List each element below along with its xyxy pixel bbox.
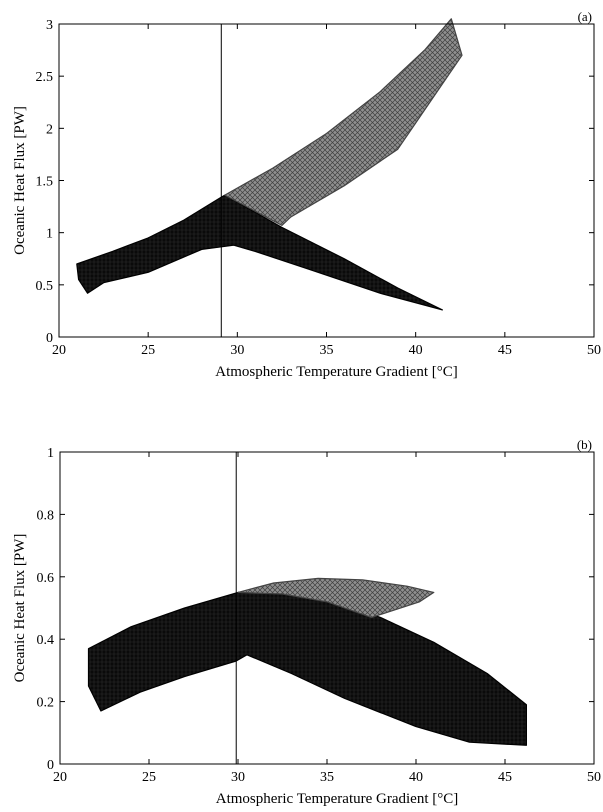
panel-b-x-tick-label: 25 [142, 770, 156, 785]
panel-b-y-tick-label: 0.8 [37, 508, 55, 523]
panel-b-x-tick-label: 45 [498, 770, 512, 785]
panel-b-x-axis-label: Atmospheric Temperature Gradient [°C] [216, 791, 459, 807]
panel-a-y-tick-label: 0.5 [36, 279, 54, 294]
panel-b-x-tick-label: 50 [587, 770, 601, 785]
panel-b-series-layer [87, 577, 528, 746]
panel-a-y-tick-label: 2 [46, 122, 53, 137]
panel-b-x-ticks: 20 25 30 35 40 45 50 [53, 452, 601, 785]
panel-b-x-tick-label: 35 [320, 770, 334, 785]
panel-b-y-tick-label: 0 [47, 758, 54, 773]
panel-a-y-axis-label: Oceanic Heat Flux [PW] [12, 106, 28, 255]
panel-a-y-tick-label: 0 [46, 331, 53, 346]
panel-a: 20 25 30 35 40 45 50 0 0.5 1 1.5 2 2.5 3 (a) Atmosph… [12, 9, 601, 380]
panel-b-y-tick-label: 1 [47, 446, 54, 461]
panel-a-y-tick-label: 1 [46, 227, 53, 242]
panel-a-y-tick-label: 3 [46, 18, 53, 33]
panel-a-series-layer [76, 18, 463, 311]
panel-a-x-ticks: 20 25 30 35 40 45 50 [52, 24, 601, 358]
panel-b-series-dark-region [87, 591, 528, 746]
panel-a-x-tick-label: 20 [52, 343, 66, 358]
panel-a-x-tick-label: 35 [320, 343, 334, 358]
panel-a-y-ticks: 0 0.5 1 1.5 2 2.5 3 [36, 18, 594, 346]
panel-a-x-tick-label: 30 [230, 343, 244, 358]
panel-b-y-ticks: 0 0.2 0.4 0.6 0.8 1 [37, 446, 594, 773]
panel-a-label: (a) [578, 9, 592, 24]
panel-a-x-tick-label: 40 [409, 343, 423, 358]
panel-b-series-grey-region [237, 577, 435, 619]
panel-b-y-tick-label: 0.4 [37, 633, 55, 648]
panel-a-y-tick-label: 2.5 [36, 70, 54, 85]
panel-a-x-axis-label: Atmospheric Temperature Gradient [°C] [215, 364, 458, 380]
panel-b-y-axis-label: Oceanic Heat Flux [PW] [12, 534, 28, 683]
panel-b-y-tick-label: 0.2 [37, 696, 55, 711]
panel-b-x-tick-label: 20 [53, 770, 67, 785]
panel-a-x-tick-label: 45 [498, 343, 512, 358]
panel-a-series-grey-region [224, 18, 463, 226]
panel-b-x-tick-label: 30 [231, 770, 245, 785]
panel-b-label: (b) [577, 437, 592, 452]
panel-b-x-tick-label: 40 [409, 770, 423, 785]
panel-a-x-tick-label: 50 [587, 343, 601, 358]
panel-a-y-tick-label: 1.5 [36, 175, 54, 190]
panel-a-series-dark-region [76, 194, 443, 311]
panel-a-x-tick-label: 25 [141, 343, 155, 358]
panel-b-y-tick-label: 0.6 [37, 571, 55, 586]
panel-b: 20 25 30 35 40 45 50 0 0.2 0.4 0.6 0.8 1 (b) Atmosp… [12, 437, 601, 807]
